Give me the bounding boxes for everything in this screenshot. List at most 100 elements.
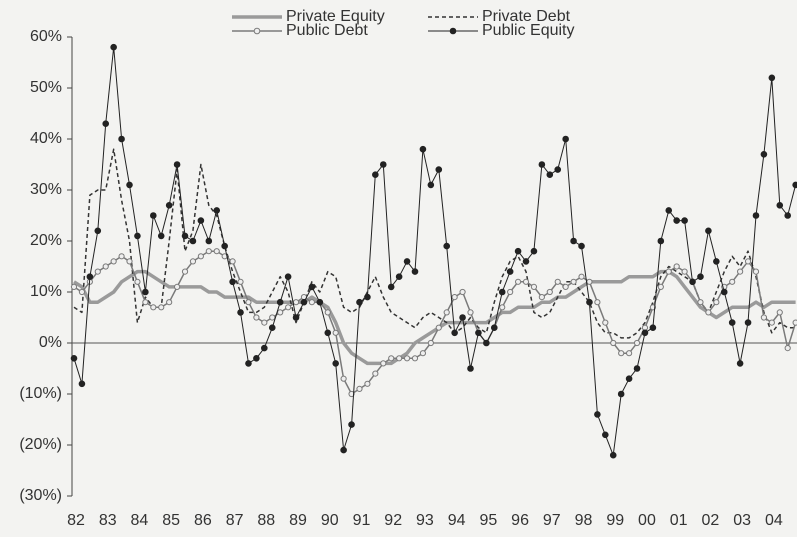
- point: [245, 299, 252, 306]
- point: [102, 263, 109, 270]
- x-tick-label: 89: [289, 512, 307, 529]
- point: [253, 355, 260, 362]
- point: [134, 232, 141, 240]
- point: [720, 288, 728, 296]
- point: [380, 360, 387, 367]
- point: [110, 258, 117, 265]
- point: [142, 299, 149, 306]
- point: [784, 345, 791, 352]
- point: [435, 166, 443, 173]
- point: [744, 258, 752, 265]
- point: [237, 309, 244, 316]
- point: [697, 273, 704, 281]
- x-tick-label: 03: [733, 512, 751, 529]
- point: [546, 288, 553, 296]
- point: [403, 355, 411, 362]
- point: [705, 309, 712, 316]
- legend-marker: [449, 27, 457, 35]
- legend-label: Private Debt: [482, 8, 571, 25]
- point: [292, 314, 300, 321]
- point: [245, 360, 252, 367]
- point: [158, 304, 165, 311]
- legend-label: Public Debt: [286, 22, 368, 39]
- point: [284, 273, 292, 281]
- point: [340, 446, 347, 454]
- point: [356, 385, 363, 392]
- point: [522, 278, 530, 285]
- point: [443, 309, 450, 316]
- x-tick-label: 90: [321, 512, 339, 529]
- x-tick-label: 92: [384, 512, 402, 529]
- point: [633, 339, 641, 347]
- point: [507, 288, 514, 296]
- point: [744, 319, 752, 326]
- point: [681, 217, 688, 224]
- point: [490, 324, 498, 332]
- point: [276, 298, 284, 306]
- point: [134, 278, 141, 285]
- series-line: [73, 269, 796, 366]
- point: [324, 329, 332, 337]
- point: [538, 161, 546, 168]
- point: [665, 268, 672, 275]
- point: [285, 304, 292, 311]
- point: [713, 258, 720, 265]
- point: [760, 151, 768, 158]
- point: [197, 217, 205, 224]
- point: [427, 339, 434, 347]
- point: [617, 390, 625, 398]
- point: [729, 278, 736, 285]
- x-tick-label: 91: [353, 512, 371, 529]
- point: [713, 299, 720, 306]
- y-tick-label: 50%: [30, 79, 62, 96]
- point: [419, 350, 427, 357]
- point: [332, 360, 339, 367]
- point: [356, 298, 363, 306]
- point: [752, 268, 760, 275]
- y-tick-label: (10%): [19, 385, 62, 402]
- point: [157, 232, 165, 240]
- y-tick-label: 10%: [30, 283, 62, 300]
- y-tick-label: (20%): [19, 436, 62, 453]
- x-tick-label: 00: [638, 512, 656, 529]
- point: [173, 283, 181, 290]
- point: [768, 74, 776, 82]
- point: [340, 375, 347, 382]
- point: [403, 258, 411, 265]
- point: [562, 283, 569, 290]
- point: [308, 283, 316, 291]
- x-tick-label: 93: [416, 512, 434, 529]
- point: [205, 237, 213, 245]
- x-tick-label: 04: [765, 512, 783, 529]
- point: [237, 278, 244, 285]
- point: [506, 268, 514, 275]
- x-tick-label: 88: [257, 512, 275, 529]
- x-tick-label: 86: [194, 512, 212, 529]
- point: [70, 355, 78, 362]
- point: [776, 202, 784, 209]
- point: [467, 365, 474, 372]
- point: [396, 355, 403, 362]
- point: [451, 329, 458, 337]
- point: [736, 360, 744, 367]
- point: [94, 268, 101, 275]
- point: [609, 451, 617, 459]
- point: [261, 344, 268, 352]
- point: [625, 375, 633, 383]
- point: [411, 355, 419, 362]
- point: [752, 212, 760, 219]
- point: [602, 431, 609, 439]
- point: [443, 242, 451, 250]
- point: [189, 258, 197, 265]
- point: [586, 298, 593, 306]
- point: [657, 237, 665, 245]
- point: [546, 171, 554, 178]
- point: [364, 293, 371, 301]
- point: [411, 268, 419, 275]
- y-tick-label: 30%: [30, 181, 62, 198]
- point: [189, 237, 197, 245]
- point: [514, 247, 522, 255]
- point: [673, 217, 680, 224]
- point: [792, 181, 797, 189]
